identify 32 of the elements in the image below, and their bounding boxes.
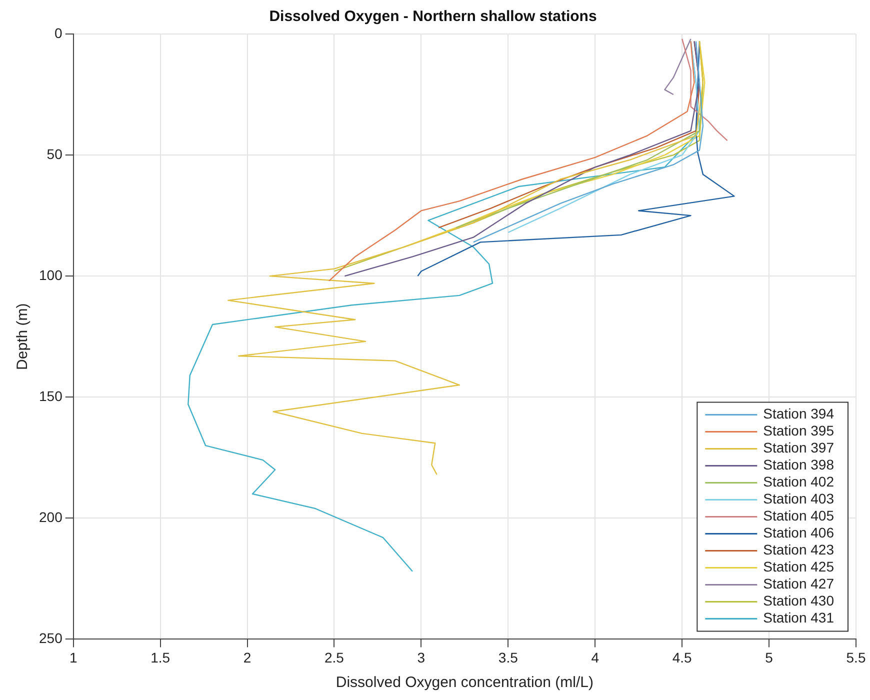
y-tick-label: 150 <box>39 388 63 404</box>
chart-title: Dissolved Oxygen - Northern shallow stations <box>269 8 597 26</box>
legend-label: Station 394 <box>763 406 834 422</box>
y-tick-label: 100 <box>39 266 63 283</box>
x-tick-label: 5 <box>765 649 774 666</box>
legend-label: Station 423 <box>763 542 834 558</box>
legend-label: Station 402 <box>763 474 834 490</box>
legend-label: Station 430 <box>763 592 834 609</box>
legend-label: Station 405 <box>763 508 834 524</box>
legend-label: Station 395 <box>763 422 834 439</box>
legend-label: Station 406 <box>763 524 834 541</box>
x-tick-label: 1.5 <box>150 649 170 666</box>
legend-label: Station 403 <box>763 490 834 507</box>
x-axis-title: Dissolved Oxygen concentration (ml/L) <box>336 674 594 692</box>
legend-label: Station 425 <box>763 558 834 575</box>
legend-label: Station 398 <box>763 456 834 473</box>
x-tick-label: 3 <box>417 649 426 666</box>
legend-label: Station 427 <box>763 576 834 592</box>
y-axis-title: Depth (m) <box>14 303 32 370</box>
x-tick-label: 2.5 <box>324 649 344 666</box>
x-tick-label: 4 <box>591 649 600 666</box>
y-tick-label: 0 <box>54 24 63 41</box>
y-tick-label: 200 <box>39 509 63 526</box>
x-tick-label: 5.5 <box>846 649 866 666</box>
x-tick-label: 3.5 <box>498 649 518 666</box>
y-tick-label: 50 <box>46 146 63 162</box>
legend-label: Station 397 <box>763 440 834 456</box>
x-tick-label: 2 <box>243 649 252 666</box>
y-tick-label: 250 <box>39 630 63 646</box>
legend-label: Station 431 <box>763 610 834 626</box>
x-tick-label: 1 <box>69 649 78 666</box>
x-tick-label: 4.5 <box>672 649 692 666</box>
